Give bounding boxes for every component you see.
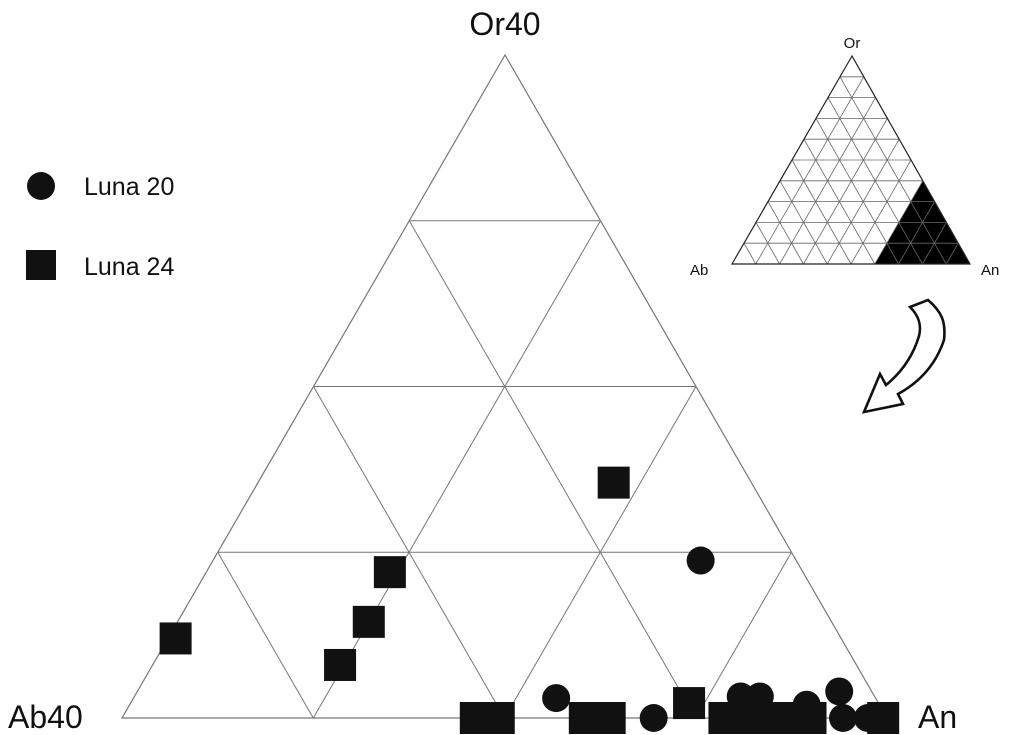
- grid-line: [312, 220, 601, 719]
- legend-label-luna20: Luna 20: [84, 173, 174, 201]
- inset-grid-line: [815, 118, 899, 265]
- inset-grid-line: [945, 243, 959, 265]
- curved-arrow-icon: [861, 298, 946, 414]
- inset-grid-line: [850, 159, 912, 265]
- luna24-point: [482, 702, 515, 734]
- inset-label-left: Ab: [690, 262, 708, 279]
- inset-grid-line: [827, 97, 923, 265]
- luna24-point: [737, 702, 770, 734]
- inset-grid-line: [803, 118, 888, 265]
- inset-grid-line: [791, 159, 852, 265]
- ternary-grid: [120, 53, 889, 719]
- corner-label-left: Ab40: [8, 699, 83, 735]
- data-points: [159, 466, 900, 734]
- legend-marker-circle: [27, 172, 55, 200]
- luna24-point: [794, 702, 827, 734]
- corner-label-top: Or40: [469, 6, 540, 42]
- inset-grid-line: [779, 97, 876, 265]
- luna20-point: [825, 677, 854, 706]
- inset-label-top: Or: [844, 35, 861, 52]
- luna24-point: [593, 702, 626, 734]
- inset-outline: [730, 54, 972, 265]
- grid-line: [217, 552, 314, 719]
- luna20-point: [686, 546, 715, 575]
- luna24-point: [159, 622, 192, 655]
- corner-label-right: An: [918, 699, 957, 735]
- legend-marker-square: [26, 250, 56, 280]
- luna24-point: [324, 648, 357, 681]
- inset-label-right: An: [981, 262, 999, 279]
- inset-grid-line: [743, 243, 757, 265]
- inset-grid-line: [767, 201, 804, 265]
- luna20-point: [639, 704, 668, 732]
- inset-grid-line: [898, 201, 935, 265]
- luna24-point: [597, 466, 630, 499]
- luna24-point: [352, 605, 385, 638]
- legend-label-luna24: Luna 24: [84, 253, 174, 281]
- legend: Luna 20 Luna 24: [26, 172, 174, 281]
- luna24-point: [373, 556, 406, 589]
- inset-grid-line: [755, 76, 865, 265]
- grid-line: [695, 551, 792, 719]
- inset-grid-line: [839, 76, 947, 265]
- luna24-point: [763, 702, 796, 734]
- luna20-point: [829, 704, 858, 732]
- luna24-point: [708, 702, 741, 734]
- luna24-point: [673, 687, 706, 720]
- luna20-point: [542, 684, 571, 713]
- grid-line: [408, 220, 697, 719]
- luna24-point: [867, 702, 900, 734]
- inset-ternary: [730, 54, 972, 265]
